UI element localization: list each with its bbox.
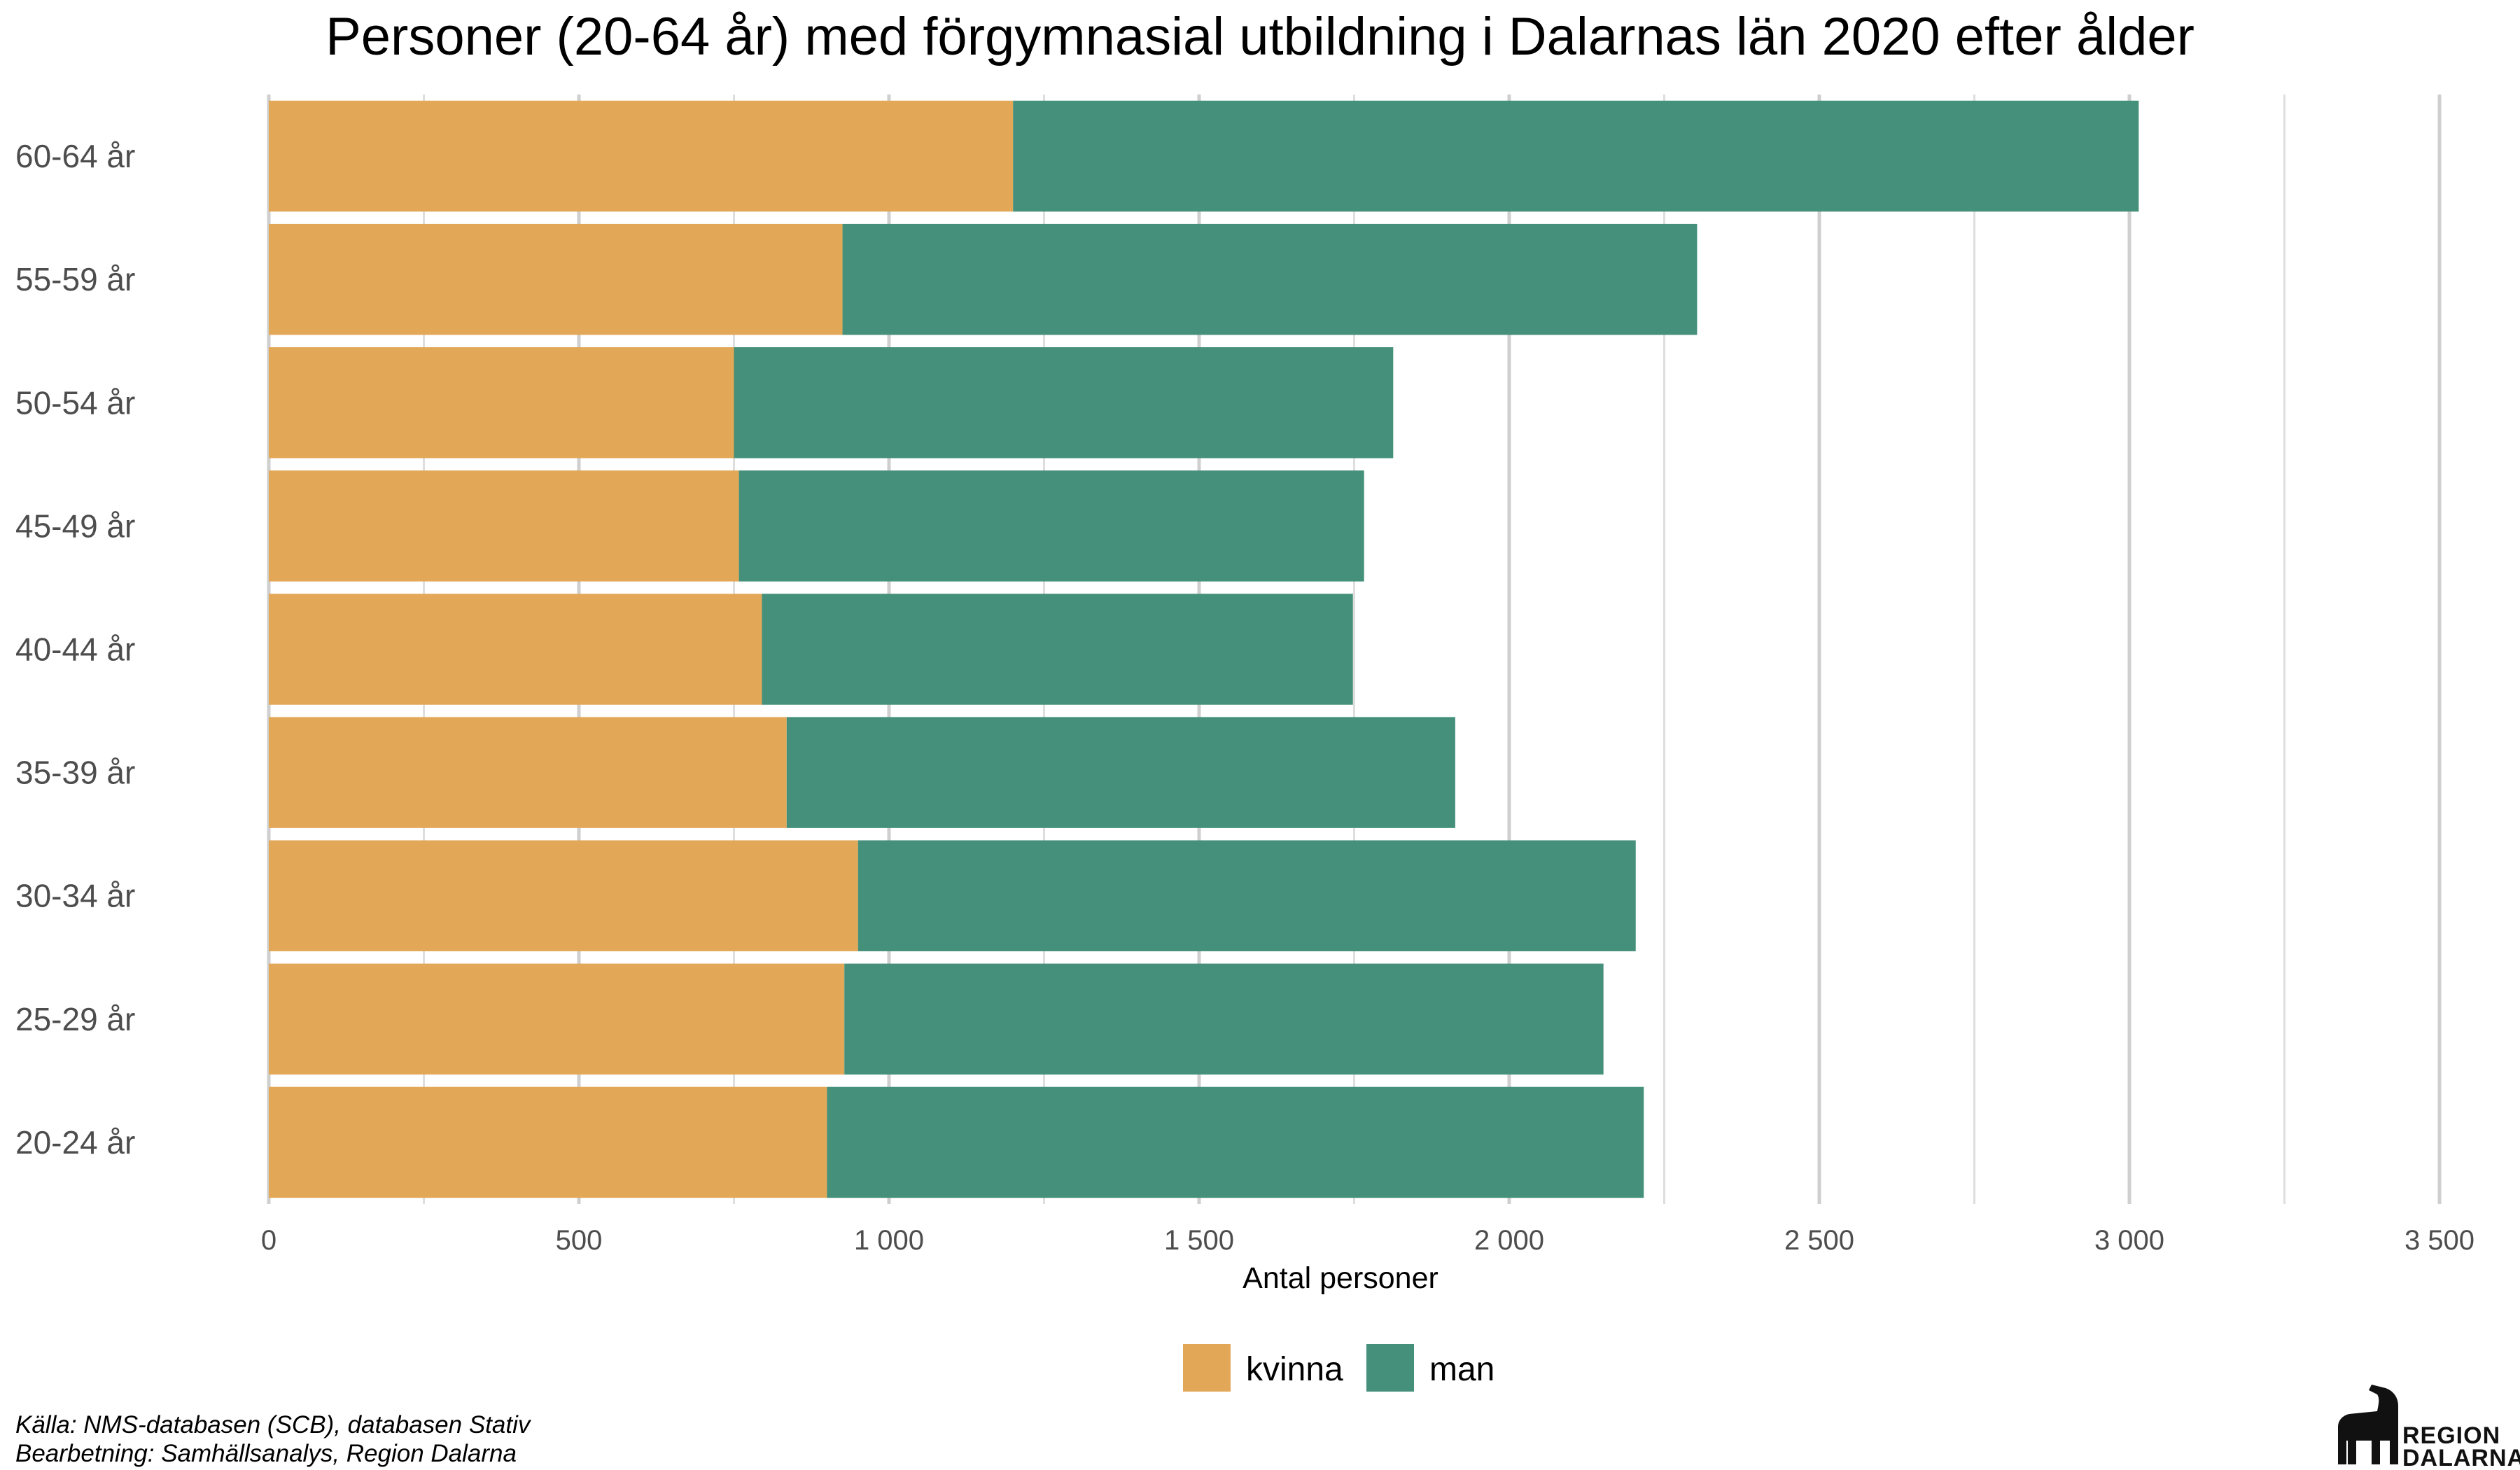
y-tick-label: 60-64 år (15, 138, 135, 174)
bar-kvinna (269, 223, 843, 335)
region-dalarna-logo: REGION DALARNA (2338, 1385, 2520, 1470)
x-tick-label: 2 500 (1784, 1225, 1854, 1256)
y-tick-label: 45-49 år (15, 507, 135, 544)
x-tick-label: 1 500 (1164, 1225, 1234, 1256)
bar-man (827, 1086, 1644, 1198)
x-tick-label: 2 000 (1474, 1225, 1544, 1256)
bar-kvinna (269, 594, 762, 705)
bar-kvinna (269, 347, 734, 458)
x-axis: 0 500 1 000 1 500 2 000 2 500 3 000 3 500 (261, 1225, 2474, 1256)
y-tick-label: 55-59 år (15, 261, 135, 298)
bar-man (762, 594, 1353, 705)
x-tick-label: 3 000 (2094, 1225, 2164, 1256)
legend: kvinna man (1183, 1344, 1494, 1392)
legend-label-man: man (1429, 1351, 1494, 1388)
bar-kvinna (269, 100, 1014, 212)
legend-swatch-kvinna (1183, 1344, 1231, 1392)
x-tick-label: 3 500 (2404, 1225, 2474, 1256)
y-tick-label: 40-44 år (15, 631, 135, 668)
caption-source: Källa: NMS-databasen (SCB), databasen St… (15, 1411, 532, 1438)
legend-swatch-man (1366, 1344, 1414, 1392)
x-tick-label: 0 (261, 1225, 276, 1256)
bar-man (858, 840, 1636, 951)
y-axis: 60-64 år 55-59 år 50-54 år 45-49 år 40-44 år… (15, 138, 135, 1161)
bar-kvinna (269, 470, 739, 582)
bar-man (738, 470, 1364, 582)
logo-line1: REGION (2402, 1422, 2500, 1449)
bar-kvinna (269, 717, 787, 828)
caption-processing: Bearbetning: Samhällsanalys, Region Dala… (15, 1440, 517, 1467)
y-tick-label: 30-34 år (15, 878, 135, 914)
y-tick-label: 50-54 år (15, 384, 135, 421)
chart-title: Personer (20-64 år) med förgymnasial utb… (326, 7, 2194, 66)
bar-kvinna (269, 1086, 827, 1198)
y-tick-label: 20-24 år (15, 1124, 135, 1161)
x-tick-label: 500 (556, 1225, 603, 1256)
bar-man (844, 963, 1604, 1075)
bar-man (786, 717, 1455, 828)
dala-horse-icon (2338, 1385, 2398, 1464)
bar-kvinna (269, 963, 845, 1075)
y-tick-label: 35-39 år (15, 755, 135, 791)
x-tick-label: 1 000 (854, 1225, 924, 1256)
bars (269, 100, 2139, 1198)
logo-line2: DALARNA (2402, 1445, 2520, 1470)
legend-label-kvinna: kvinna (1246, 1351, 1343, 1388)
bar-man (842, 223, 1698, 335)
x-axis-label: Antal personer (1242, 1261, 1438, 1295)
bar-kvinna (269, 840, 858, 951)
bar-man (1013, 100, 2139, 212)
y-tick-label: 25-29 år (15, 1001, 135, 1037)
bar-man (734, 347, 1394, 458)
